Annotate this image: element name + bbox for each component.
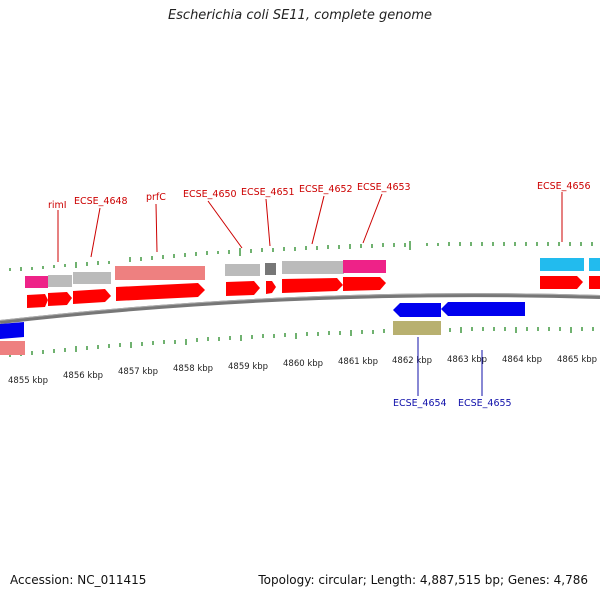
label-leaders-forward — [57, 192, 563, 262]
feature-block[interactable] — [73, 272, 111, 284]
forward-gene-arrow[interactable] — [266, 281, 276, 294]
reverse-cds-track — [0, 302, 525, 339]
forward-gene-arrow[interactable] — [116, 283, 205, 301]
accession-text: Accession: NC_011415 — [10, 573, 147, 587]
feature-block[interactable] — [282, 261, 344, 274]
upper-tick-track — [9, 241, 593, 271]
forward-cds-track — [27, 276, 600, 308]
feature-block[interactable] — [540, 258, 584, 271]
gene-label[interactable]: ECSE_4650 — [183, 189, 237, 200]
forward-gene-arrow[interactable] — [48, 292, 72, 306]
axis-label: 4864 kbp — [502, 355, 542, 365]
axis-label: 4860 kbp — [283, 359, 323, 369]
forward-gene-arrow[interactable] — [589, 276, 600, 289]
axis-label: 4862 kbp — [392, 356, 432, 366]
genome-summary-text: Topology: circular; Length: 4,887,515 bp… — [258, 573, 588, 587]
forward-gene-arrow[interactable] — [343, 277, 386, 291]
axis-label: 4863 kbp — [447, 355, 487, 365]
reverse-gene-arrow[interactable] — [0, 322, 24, 339]
gene-label[interactable]: ECSE_4651 — [241, 187, 295, 198]
map-title: Escherichia coli SE11, complete genome — [167, 8, 433, 23]
axis-label: 4857 kbp — [118, 367, 158, 377]
axis-label: 4856 kbp — [63, 371, 103, 381]
feature-block[interactable] — [343, 260, 386, 273]
gene-labels-reverse: ECSE_4654 ECSE_4655 — [393, 398, 512, 409]
reverse-gene-arrow[interactable] — [393, 303, 441, 317]
axis-label: 4858 kbp — [173, 364, 213, 374]
feature-block[interactable] — [25, 276, 48, 288]
feature-block[interactable] — [48, 275, 72, 287]
feature-block[interactable] — [225, 264, 260, 276]
axis-labels: 4855 kbp 4856 kbp 4857 kbp 4858 kbp 4859… — [8, 355, 597, 386]
gene-label[interactable]: ECSE_4653 — [357, 182, 411, 193]
gene-label[interactable]: ECSE_4654 — [393, 398, 447, 409]
gene-label[interactable]: rimI — [48, 200, 67, 211]
axis-label: 4865 kbp — [557, 355, 597, 365]
gene-labels-forward: rimI ECSE_4648 prfC ECSE_4650 ECSE_4651 … — [48, 181, 591, 211]
genome-backbone — [0, 293, 600, 324]
gene-label[interactable]: ECSE_4655 — [458, 398, 512, 409]
genome-backbone-highlight — [0, 293, 600, 321]
forward-gene-arrow[interactable] — [226, 281, 260, 296]
reverse-gene-arrow[interactable] — [441, 302, 525, 316]
forward-gene-arrow[interactable] — [27, 294, 48, 308]
forward-gene-arrow[interactable] — [282, 278, 343, 293]
feature-track — [0, 258, 600, 355]
feature-block[interactable] — [265, 263, 276, 275]
feature-block[interactable] — [0, 341, 25, 355]
lower-tick-track — [9, 327, 594, 357]
gene-label[interactable]: ECSE_4652 — [299, 184, 353, 195]
label-leaders-reverse — [417, 337, 483, 396]
feature-block[interactable] — [115, 266, 205, 280]
gene-label[interactable]: ECSE_4656 — [537, 181, 591, 192]
forward-gene-arrow[interactable] — [540, 276, 583, 289]
forward-gene-arrow[interactable] — [73, 289, 111, 304]
gene-label[interactable]: prfC — [146, 192, 166, 203]
axis-label: 4855 kbp — [8, 376, 48, 386]
axis-label: 4859 kbp — [228, 362, 268, 372]
feature-block[interactable] — [589, 258, 600, 271]
axis-label: 4861 kbp — [338, 357, 378, 367]
feature-block[interactable] — [393, 321, 441, 335]
gene-label[interactable]: ECSE_4648 — [74, 196, 128, 207]
